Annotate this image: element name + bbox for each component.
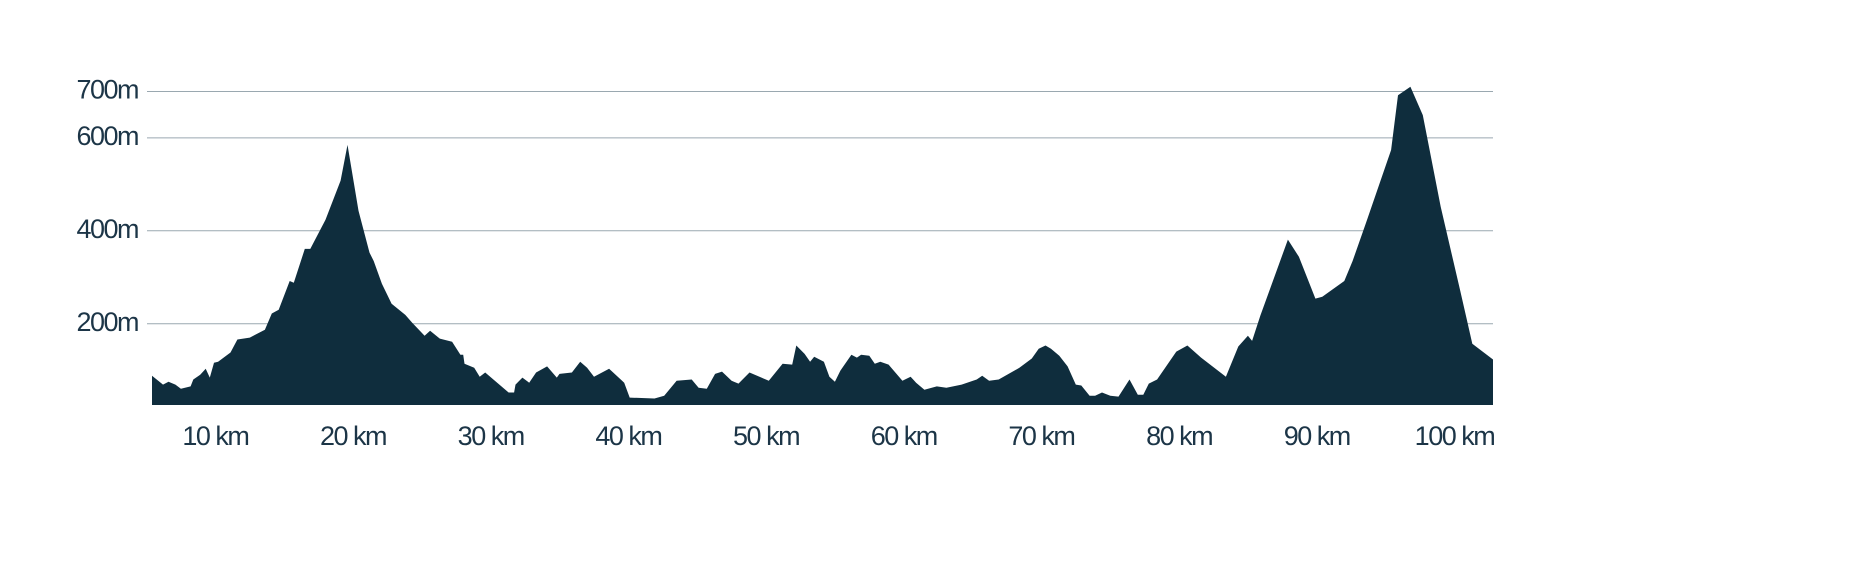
x-tick-label: 60 km — [871, 421, 937, 451]
y-tick-label: 200m — [76, 307, 138, 337]
x-tick-label: 100 km — [1415, 421, 1495, 451]
x-tick-label: 50 km — [733, 421, 799, 451]
elevation-area — [152, 86, 1493, 406]
x-tick-label: 80 km — [1146, 421, 1212, 451]
y-tick-label: 600m — [76, 121, 138, 151]
y-tick-label: 400m — [76, 214, 138, 244]
x-tick-label: 90 km — [1284, 421, 1350, 451]
y-tick-label: 700m — [76, 75, 138, 105]
x-tick-label: 20 km — [320, 421, 386, 451]
x-tick-label: 70 km — [1008, 421, 1074, 451]
x-tick-label: 10 km — [182, 421, 248, 451]
x-tick-label: 40 km — [595, 421, 661, 451]
x-tick-label: 30 km — [458, 421, 524, 451]
